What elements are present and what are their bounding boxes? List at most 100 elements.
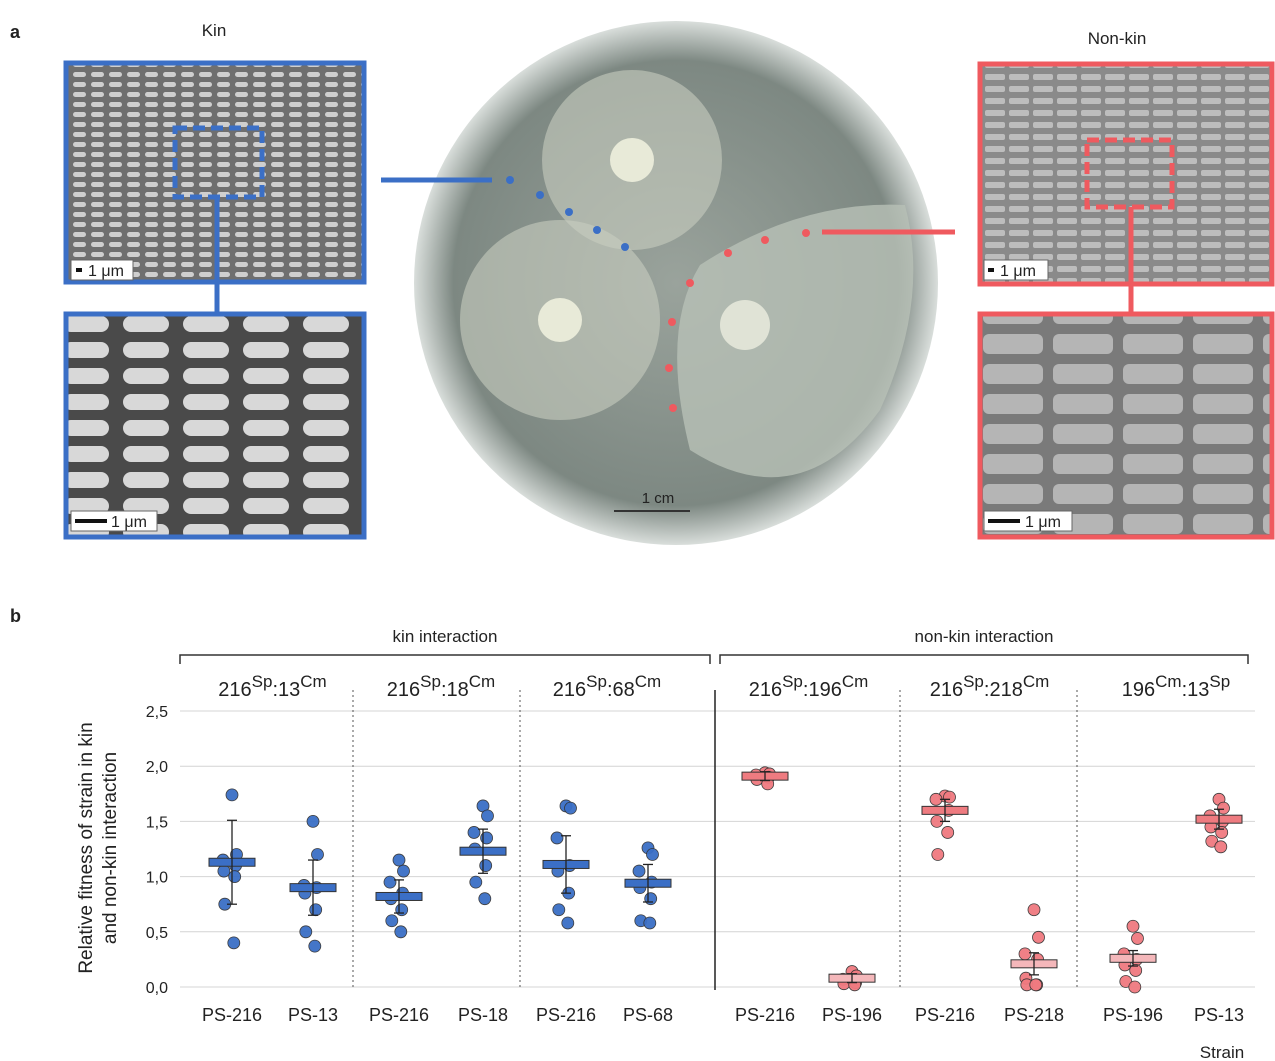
data-point bbox=[551, 832, 563, 844]
data-point bbox=[565, 802, 577, 814]
y-tick-label: 0,0 bbox=[146, 980, 168, 997]
x-tick-label: PS-216 bbox=[536, 1005, 596, 1025]
pair-label-part: Cm bbox=[1023, 672, 1049, 691]
x-tick-label: PS-216 bbox=[735, 1005, 795, 1025]
pair-label-part: 216 bbox=[387, 679, 420, 701]
pair-label-part: Sp bbox=[420, 672, 441, 691]
data-point bbox=[1019, 948, 1031, 960]
data-point bbox=[479, 893, 491, 905]
pair-label-part: :68 bbox=[607, 679, 635, 701]
x-tick-label: PS-68 bbox=[623, 1005, 673, 1025]
pair-label-part: :196 bbox=[803, 679, 842, 701]
x-tick-label: PS-196 bbox=[822, 1005, 882, 1025]
data-point bbox=[1127, 920, 1139, 932]
pair-label: 216Sp:18Cm bbox=[387, 672, 495, 701]
data-point bbox=[633, 865, 645, 877]
pair-label-part: Sp bbox=[586, 672, 607, 691]
pair-label: 196Cm:13Sp bbox=[1122, 672, 1230, 701]
data-point bbox=[482, 810, 494, 822]
x-tick-label: PS-216 bbox=[915, 1005, 975, 1025]
data-point bbox=[218, 865, 230, 877]
x-tick-label: PS-13 bbox=[288, 1005, 338, 1025]
y-tick-label: 1,5 bbox=[146, 814, 168, 831]
scale-label: 1 μm bbox=[1000, 263, 1036, 280]
pair-label-part: Cm bbox=[300, 672, 326, 691]
panel-label: b bbox=[10, 606, 21, 626]
pair-label-part: Cm bbox=[635, 672, 661, 691]
pair-label-part: Cm bbox=[842, 672, 868, 691]
colony-center bbox=[538, 298, 582, 342]
pair-label-part: 216 bbox=[218, 679, 251, 701]
y-tick-label: 1,0 bbox=[146, 870, 168, 887]
x-tick-label: PS-216 bbox=[202, 1005, 262, 1025]
pair-label-part: Sp bbox=[963, 672, 984, 691]
scale-bar bbox=[988, 519, 1020, 523]
pair-label-part: :13 bbox=[1182, 679, 1210, 701]
nonkin-sem-image bbox=[980, 64, 1272, 284]
data-point bbox=[310, 904, 322, 916]
data-point bbox=[1033, 931, 1045, 943]
data-point bbox=[942, 826, 954, 838]
pair-label-part: :13 bbox=[272, 679, 300, 701]
pair-label-part: :218 bbox=[984, 679, 1023, 701]
data-point bbox=[1132, 932, 1144, 944]
pair-label-part: Cm bbox=[1155, 672, 1181, 691]
plate-scale-label: 1 cm bbox=[642, 490, 675, 507]
data-point bbox=[384, 876, 396, 888]
group-label: kin interaction bbox=[393, 627, 498, 646]
data-point bbox=[645, 893, 657, 905]
pair-label-part: 196 bbox=[1122, 679, 1155, 701]
pair-label: 216Sp:196Cm bbox=[749, 672, 869, 701]
data-point bbox=[1216, 826, 1228, 838]
pair-label-part: Sp bbox=[1209, 672, 1230, 691]
colony-center bbox=[610, 138, 654, 182]
data-point bbox=[229, 871, 241, 883]
nonkin-sem-zoom bbox=[980, 314, 1272, 537]
data-point bbox=[300, 926, 312, 938]
data-point bbox=[647, 849, 659, 861]
colony-center bbox=[720, 300, 770, 350]
y-axis-title: Relative fitness of strain in kin bbox=[76, 722, 97, 973]
pair-label-part: Cm bbox=[469, 672, 495, 691]
data-point bbox=[480, 860, 492, 872]
data-point bbox=[468, 826, 480, 838]
data-point bbox=[644, 917, 656, 929]
x-axis-title: Strain bbox=[1200, 1043, 1244, 1061]
pair-label-part: 216 bbox=[553, 679, 586, 701]
data-point bbox=[1215, 841, 1227, 853]
data-point bbox=[309, 940, 321, 952]
pair-label-part: Sp bbox=[782, 672, 803, 691]
x-tick-label: PS-196 bbox=[1103, 1005, 1163, 1025]
data-point bbox=[386, 915, 398, 927]
data-point bbox=[562, 917, 574, 929]
kin-title: Kin bbox=[202, 21, 227, 40]
scale-label: 1 μm bbox=[1025, 514, 1061, 531]
group-label: non-kin interaction bbox=[915, 627, 1054, 646]
y-tick-label: 0,5 bbox=[146, 925, 168, 942]
x-tick-label: PS-218 bbox=[1004, 1005, 1064, 1025]
pair-label: 216Sp:218Cm bbox=[930, 672, 1050, 701]
data-point bbox=[1028, 904, 1040, 916]
panel-a: a Kin Non-kin 1 μm 1 μm 1 μm 1 μm bbox=[10, 21, 1272, 545]
panel-label: a bbox=[10, 22, 21, 42]
data-point bbox=[553, 904, 565, 916]
pair-label: 216Sp:68Cm bbox=[553, 672, 661, 701]
scale-label: 1 μm bbox=[88, 263, 124, 280]
pair-label-part: Sp bbox=[252, 672, 273, 691]
data-point bbox=[393, 854, 405, 866]
pair-label-part: 216 bbox=[749, 679, 782, 701]
data-point bbox=[1129, 981, 1141, 993]
scale-label: 1 μm bbox=[111, 514, 147, 531]
x-tick-label: PS-216 bbox=[369, 1005, 429, 1025]
data-point bbox=[470, 876, 482, 888]
data-point bbox=[226, 789, 238, 801]
scale-bar bbox=[75, 519, 107, 523]
data-point bbox=[932, 849, 944, 861]
y-tick-label: 2,5 bbox=[146, 704, 168, 721]
scale-bar bbox=[988, 268, 994, 272]
data-point bbox=[395, 926, 407, 938]
scale-bar bbox=[76, 268, 82, 272]
data-point bbox=[312, 849, 324, 861]
group-bracket bbox=[720, 655, 1248, 664]
